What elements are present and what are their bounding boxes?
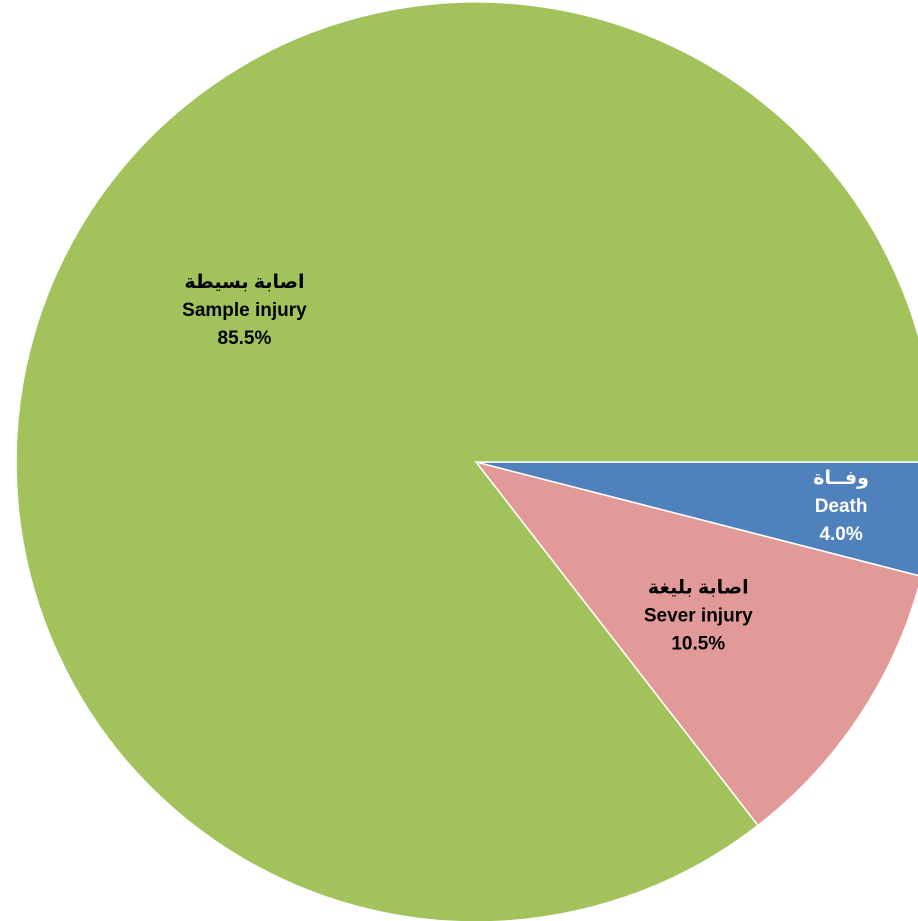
slice-label-name-en: Death <box>815 496 868 517</box>
pie-labels: وفــاة Death 4.0% اصابة بليغة Sever injury 10… <box>182 272 869 655</box>
pie-slice-sever-injury <box>474 460 918 827</box>
pie-slices <box>15 1 918 921</box>
slice-label-name-en: Sample injury <box>182 300 307 321</box>
slice-label-value-label: 10.5% <box>671 634 725 655</box>
slice-label-value-label: 85.5% <box>218 328 272 349</box>
slice-label-name-ar: اصابة بسيطة <box>184 272 304 293</box>
slice-label-name-ar: وفــاة <box>813 468 869 489</box>
slice-label-value-label: 4.0% <box>819 524 862 545</box>
slice-label-name-en: Sever injury <box>644 606 753 627</box>
pie-slice-sample-injury <box>15 1 918 921</box>
slice-label-name-ar: اصابة بليغة <box>648 578 749 599</box>
